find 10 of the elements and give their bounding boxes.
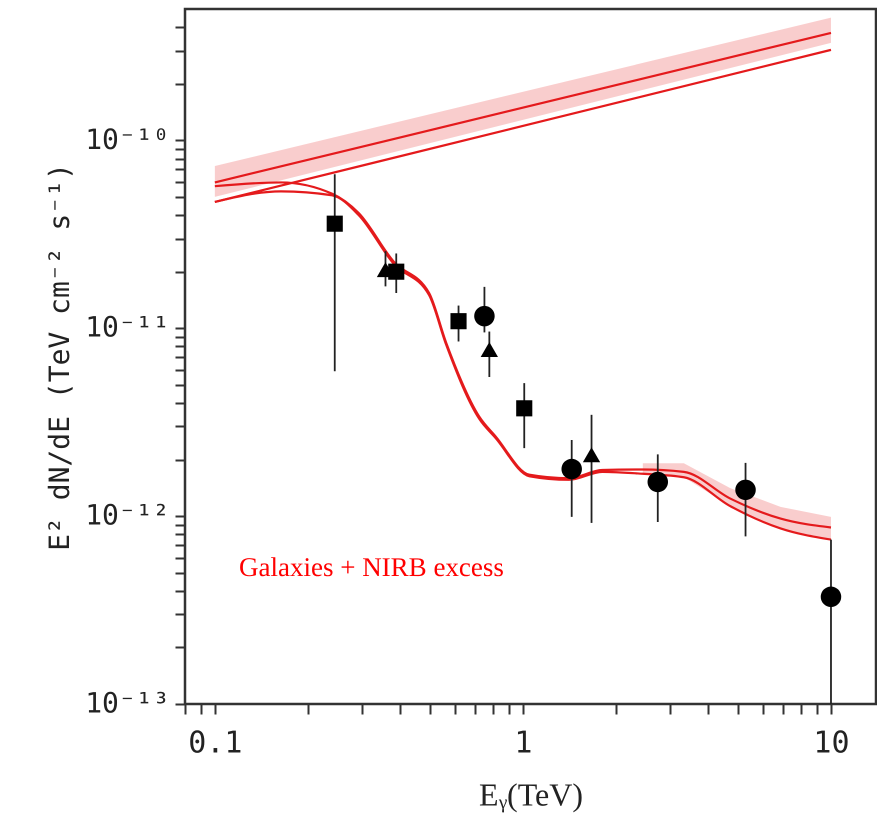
x-tick-label: 1 bbox=[514, 726, 532, 760]
y-tick-label: 10⁻¹² bbox=[85, 498, 170, 532]
x-tick-label: 0.1 bbox=[188, 726, 242, 760]
y-tick-label: 10⁻¹⁰ bbox=[85, 122, 170, 156]
annotation: Galaxies + NIRB excess bbox=[239, 552, 504, 582]
x-axis-title: Eᵧ(TeV) bbox=[479, 776, 583, 812]
y-tick-label: 10⁻¹³ bbox=[85, 686, 170, 720]
x-tick-label: 10 bbox=[813, 726, 850, 760]
y-axis-title: E² dN/dE (TeV cm⁻² s⁻¹) bbox=[43, 163, 76, 551]
y-tick-label: 10⁻¹¹ bbox=[85, 310, 170, 344]
